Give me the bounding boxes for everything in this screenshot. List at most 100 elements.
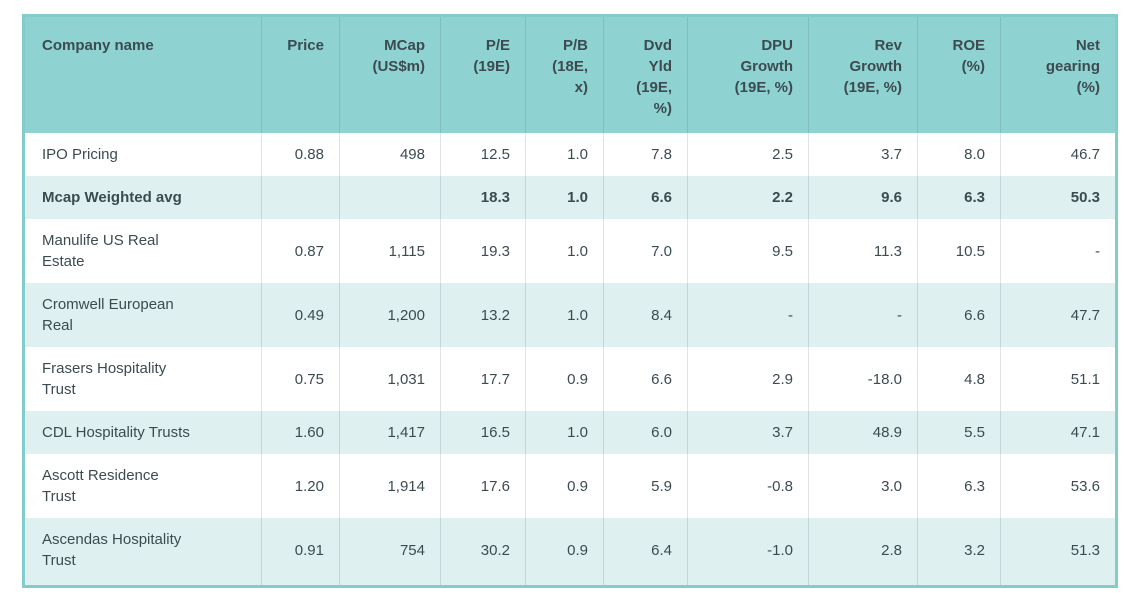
value-cell-rev-growth: 48.9 xyxy=(808,411,918,454)
value-cell-price: 0.87 xyxy=(261,219,340,283)
value-cell-net-gearing: 51.1 xyxy=(1000,347,1117,411)
value-cell-roe: 6.3 xyxy=(917,454,1001,518)
value-cell-pe: 30.2 xyxy=(440,518,526,587)
value-cell-pb: 0.9 xyxy=(525,347,604,411)
value-cell-price: 1.20 xyxy=(261,454,340,518)
value-cell-rev-growth: - xyxy=(808,283,918,347)
table-row: IPO Pricing 0.88 498 12.5 1.0 7.8 2.5 3.… xyxy=(23,133,1117,176)
value-cell-net-gearing: 51.3 xyxy=(1000,518,1117,587)
value-cell-pe: 19.3 xyxy=(440,219,526,283)
value-cell-price: 0.88 xyxy=(261,133,340,176)
value-cell-rev-growth: 3.7 xyxy=(808,133,918,176)
value-cell-net-gearing: - xyxy=(1000,219,1117,283)
column-header-net-gearing: Net gearing (%) xyxy=(1000,15,1117,133)
value-cell-dvd-yld: 7.0 xyxy=(603,219,688,283)
value-cell-pe: 17.6 xyxy=(440,454,526,518)
value-cell-roe: 5.5 xyxy=(917,411,1001,454)
column-header-mcap: MCap (US$m) xyxy=(339,15,441,133)
column-header-dpu-growth: DPU Growth (19E, %) xyxy=(687,15,809,133)
value-cell-dpu-growth: 3.7 xyxy=(687,411,809,454)
value-cell-net-gearing: 50.3 xyxy=(1000,176,1117,219)
value-cell-roe: 4.8 xyxy=(917,347,1001,411)
value-cell-roe: 3.2 xyxy=(917,518,1001,587)
value-cell-dvd-yld: 6.6 xyxy=(603,347,688,411)
value-cell-pb: 1.0 xyxy=(525,219,604,283)
company-name-cell: IPO Pricing xyxy=(23,133,262,176)
table-header: Company name Price MCap (US$m) P/E (19E)… xyxy=(23,15,1117,133)
company-name-cell: Mcap Weighted avg xyxy=(23,176,262,219)
value-cell-pe: 16.5 xyxy=(440,411,526,454)
value-cell-dvd-yld: 8.4 xyxy=(603,283,688,347)
table-row: CDL Hospitality Trusts 1.60 1,417 16.5 1… xyxy=(23,411,1117,454)
value-cell-price: 1.60 xyxy=(261,411,340,454)
value-cell-mcap: 1,031 xyxy=(339,347,441,411)
table-body: IPO Pricing 0.88 498 12.5 1.0 7.8 2.5 3.… xyxy=(23,133,1117,587)
value-cell-roe: 6.6 xyxy=(917,283,1001,347)
header-row: Company name Price MCap (US$m) P/E (19E)… xyxy=(23,15,1117,133)
value-cell-roe: 6.3 xyxy=(917,176,1001,219)
table-row: Cromwell European Real 0.49 1,200 13.2 1… xyxy=(23,283,1117,347)
value-cell-roe: 8.0 xyxy=(917,133,1001,176)
value-cell-price xyxy=(261,176,340,219)
value-cell-pe: 12.5 xyxy=(440,133,526,176)
column-header-dvd-yld: Dvd Yld (19E, %) xyxy=(603,15,688,133)
column-header-roe: ROE (%) xyxy=(917,15,1001,133)
value-cell-roe: 10.5 xyxy=(917,219,1001,283)
value-cell-rev-growth: 11.3 xyxy=(808,219,918,283)
value-cell-mcap: 1,200 xyxy=(339,283,441,347)
value-cell-pe: 17.7 xyxy=(440,347,526,411)
value-cell-pb: 1.0 xyxy=(525,176,604,219)
value-cell-price: 0.91 xyxy=(261,518,340,587)
value-cell-dpu-growth: - xyxy=(687,283,809,347)
value-cell-dpu-growth: 2.9 xyxy=(687,347,809,411)
column-header-pb: P/B (18E, x) xyxy=(525,15,604,133)
value-cell-mcap xyxy=(339,176,441,219)
value-cell-pb: 1.0 xyxy=(525,133,604,176)
value-cell-dpu-growth: -1.0 xyxy=(687,518,809,587)
company-name-cell: CDL Hospitality Trusts xyxy=(23,411,262,454)
value-cell-dvd-yld: 6.0 xyxy=(603,411,688,454)
company-name-cell: Cromwell European Real xyxy=(23,283,262,347)
table-row: Manulife US Real Estate 0.87 1,115 19.3 … xyxy=(23,219,1117,283)
company-name-cell: Frasers Hospitality Trust xyxy=(23,347,262,411)
column-header-pe: P/E (19E) xyxy=(440,15,526,133)
value-cell-rev-growth: 3.0 xyxy=(808,454,918,518)
table-row: Ascendas Hospitality Trust 0.91 754 30.2… xyxy=(23,518,1117,587)
value-cell-rev-growth: 9.6 xyxy=(808,176,918,219)
value-cell-dvd-yld: 6.6 xyxy=(603,176,688,219)
value-cell-pb: 1.0 xyxy=(525,283,604,347)
company-name-cell: Manulife US Real Estate xyxy=(23,219,262,283)
value-cell-pb: 0.9 xyxy=(525,454,604,518)
company-name-cell: Ascendas Hospitality Trust xyxy=(23,518,262,587)
value-cell-net-gearing: 46.7 xyxy=(1000,133,1117,176)
value-cell-net-gearing: 53.6 xyxy=(1000,454,1117,518)
value-cell-rev-growth: -18.0 xyxy=(808,347,918,411)
value-cell-dpu-growth: -0.8 xyxy=(687,454,809,518)
value-cell-pb: 0.9 xyxy=(525,518,604,587)
value-cell-net-gearing: 47.7 xyxy=(1000,283,1117,347)
value-cell-pb: 1.0 xyxy=(525,411,604,454)
column-header-company: Company name xyxy=(23,15,262,133)
value-cell-rev-growth: 2.8 xyxy=(808,518,918,587)
value-cell-pe: 18.3 xyxy=(440,176,526,219)
value-cell-dvd-yld: 5.9 xyxy=(603,454,688,518)
value-cell-mcap: 1,417 xyxy=(339,411,441,454)
company-name-cell: Ascott Residence Trust xyxy=(23,454,262,518)
table-row-weighted-avg: Mcap Weighted avg 18.3 1.0 6.6 2.2 9.6 6… xyxy=(23,176,1117,219)
value-cell-net-gearing: 47.1 xyxy=(1000,411,1117,454)
table-row: Frasers Hospitality Trust 0.75 1,031 17.… xyxy=(23,347,1117,411)
value-cell-mcap: 754 xyxy=(339,518,441,587)
value-cell-mcap: 1,914 xyxy=(339,454,441,518)
comparables-table-container: Company name Price MCap (US$m) P/E (19E)… xyxy=(22,14,1118,588)
value-cell-dpu-growth: 2.5 xyxy=(687,133,809,176)
value-cell-pe: 13.2 xyxy=(440,283,526,347)
value-cell-mcap: 1,115 xyxy=(339,219,441,283)
value-cell-price: 0.75 xyxy=(261,347,340,411)
reit-comparables-table: Company name Price MCap (US$m) P/E (19E)… xyxy=(22,14,1118,588)
value-cell-mcap: 498 xyxy=(339,133,441,176)
value-cell-dvd-yld: 7.8 xyxy=(603,133,688,176)
column-header-price: Price xyxy=(261,15,340,133)
value-cell-dpu-growth: 9.5 xyxy=(687,219,809,283)
value-cell-price: 0.49 xyxy=(261,283,340,347)
value-cell-dvd-yld: 6.4 xyxy=(603,518,688,587)
